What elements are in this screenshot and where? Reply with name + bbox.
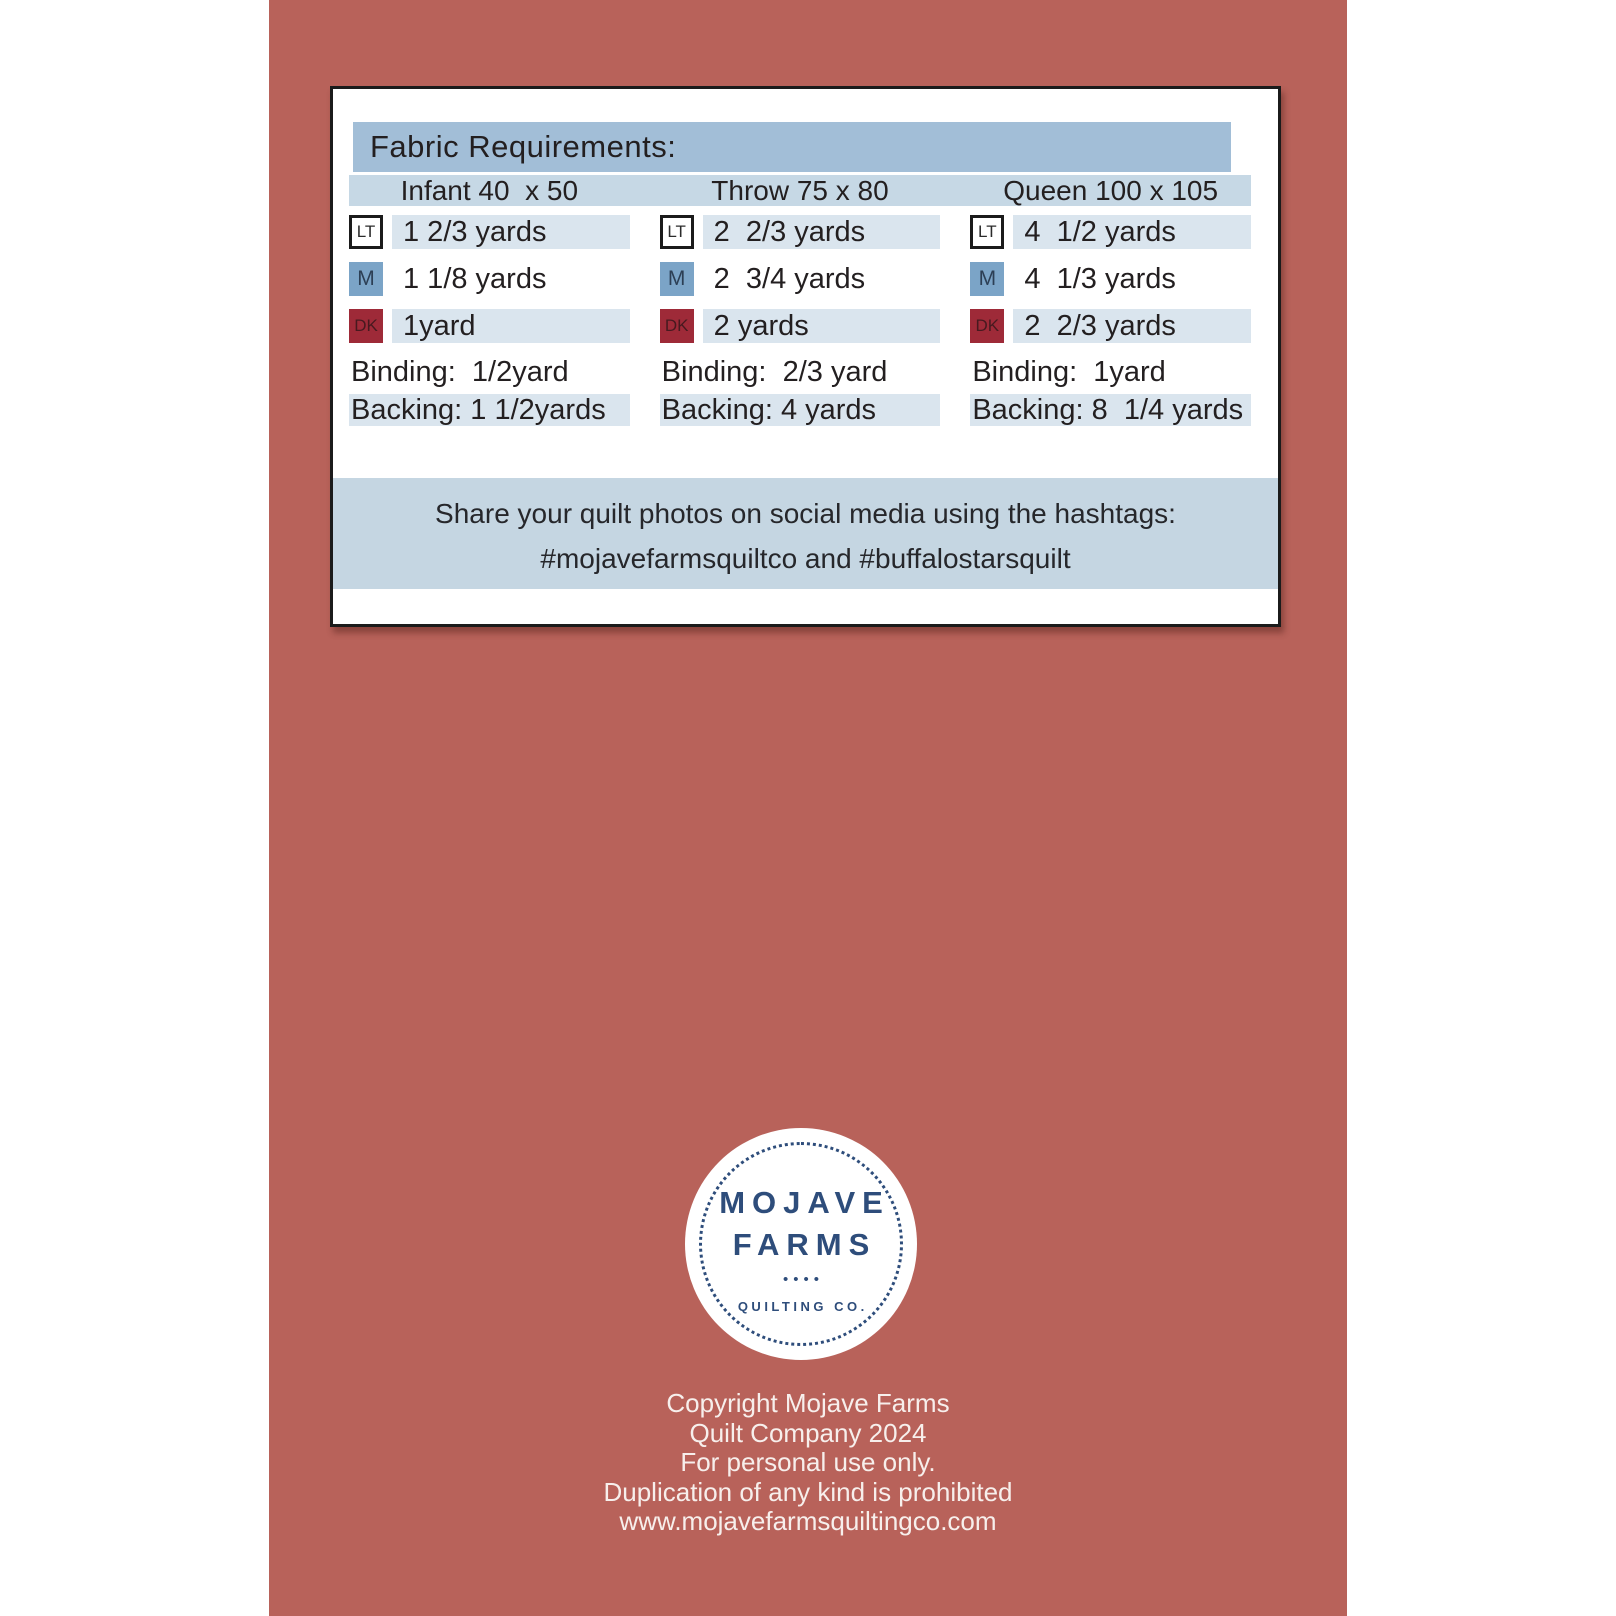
yardage-value-m: 4 1/3 yards (1024, 263, 1176, 295)
yardage-column-infant: LT 1 2/3 yards M 1 1/8 yards DK (349, 215, 630, 426)
share-banner-line-2: #mojavefarmsquiltco and #buffalostarsqui… (540, 542, 1071, 574)
logo-content: MOJAVE FARMS •••• QUILTING CO. (685, 1128, 917, 1360)
table-row: DK 1yard (349, 309, 630, 343)
logo-name-line-1: MOJAVE (719, 1185, 890, 1220)
table-row: M 4 1/3 yards (970, 262, 1251, 296)
fabric-requirements-card: Fabric Requirements: Infant 40 x 50 Thro… (330, 86, 1281, 627)
medium-fabric-swatch-icon: M (349, 262, 383, 296)
table-row: DK 2 yards (659, 309, 941, 343)
yardage-value-dk: 1yard (392, 309, 630, 343)
light-fabric-swatch-icon: LT (349, 215, 383, 249)
swatch-label: DK (354, 316, 378, 335)
light-fabric-swatch-icon: LT (659, 215, 694, 249)
swatch-label: LT (667, 222, 686, 241)
light-fabric-swatch-icon: LT (970, 215, 1005, 249)
yardage-value-dk: 2 2/3 yards (1013, 309, 1251, 343)
social-share-banner: Share your quilt photos on social media … (333, 478, 1278, 589)
column-header-infant: Infant 40 x 50 (400, 175, 579, 206)
logo-dotted-ring (699, 1142, 903, 1346)
dark-fabric-swatch-icon: DK (349, 309, 383, 343)
swatch-label: DK (975, 316, 1000, 335)
medium-fabric-swatch-icon: M (659, 262, 694, 296)
copyright-line-4: Duplication of any kind is prohibited (603, 1476, 1013, 1507)
binding-requirement: Binding: 2/3 yard (661, 356, 888, 388)
copyright-line-2: Quilt Company 2024 (689, 1417, 927, 1448)
swatch-label: LT (356, 222, 376, 241)
fabric-requirements-table: Infant 40 x 50 Throw 75 x 80 Queen 100 x… (349, 175, 1251, 426)
brand-logo: MOJAVE FARMS •••• QUILTING CO. (685, 1128, 917, 1360)
backing-requirement: Backing: 1 1/2yards (349, 394, 630, 426)
yardage-value-m: 1 1/8 yards (403, 263, 547, 295)
binding-requirement: Binding: 1yard (972, 356, 1166, 388)
copyright-block: Copyright Mojave Farms Quilt Company 202… (269, 1388, 1347, 1537)
swatch-label: M (978, 267, 997, 290)
yardage-column-queen: LT 4 1/2 yards M 4 1/3 yards DK (970, 215, 1251, 426)
column-header-throw: Throw 75 x 80 (711, 175, 889, 206)
table-row: LT 1 2/3 yards (349, 215, 630, 249)
medium-fabric-swatch-icon: M (970, 262, 1005, 296)
swatch-label: DK (664, 316, 689, 335)
dark-fabric-swatch-icon: DK (659, 309, 694, 343)
yardage-value-lt: 1 2/3 yards (392, 215, 630, 249)
fabric-requirements-title-bar: Fabric Requirements: (353, 122, 1231, 172)
fabric-requirements-title: Fabric Requirements: (370, 129, 677, 164)
column-header-queen: Queen 100 x 105 (1003, 175, 1219, 206)
website-url: www.mojavefarmsquiltingco.com (619, 1506, 997, 1536)
table-row: M 2 3/4 yards (659, 262, 941, 296)
table-row: M 1 1/8 yards (349, 262, 630, 296)
table-row: LT 4 1/2 yards (970, 215, 1251, 249)
copyright-line-1: Copyright Mojave Farms (666, 1388, 950, 1418)
yardage-value-lt: 4 1/2 yards (1013, 215, 1251, 249)
dark-fabric-swatch-icon: DK (970, 309, 1005, 343)
yardage-value-dk: 2 yards (702, 309, 941, 343)
binding-requirement: Binding: 1/2yard (351, 356, 569, 388)
swatch-label: LT (978, 222, 997, 241)
swatch-label: M (667, 267, 686, 290)
table-row: DK 2 2/3 yards (970, 309, 1251, 343)
logo-name-line-2: FARMS (732, 1227, 877, 1262)
logo-dots-icon: •••• (782, 1271, 824, 1288)
share-banner-line-1: Share your quilt photos on social media … (435, 497, 1176, 529)
swatch-label: M (357, 267, 375, 290)
backing-requirement: Backing: 4 yards (659, 394, 941, 426)
yardage-column-throw: LT 2 2/3 yards M 2 3/4 yards DK (659, 215, 941, 426)
yardage-value-m: 2 3/4 yards (713, 263, 866, 295)
logo-subtitle: QUILTING CO. (737, 1299, 868, 1314)
backing-requirement: Backing: 8 1/4 yards (970, 394, 1251, 426)
table-row: LT 2 2/3 yards (659, 215, 941, 249)
copyright-line-3: For personal use only. (680, 1447, 936, 1477)
yardage-columns: LT 1 2/3 yards M 1 1/8 yards DK (349, 215, 1251, 426)
yardage-value-lt: 2 2/3 yards (702, 215, 941, 249)
size-column-header-band: Infant 40 x 50 Throw 75 x 80 Queen 100 x… (349, 175, 1251, 206)
